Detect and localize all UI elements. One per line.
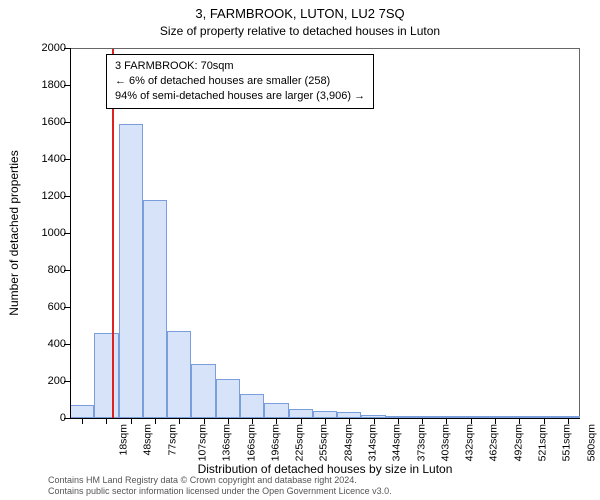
x-tick-label: 580sqm (585, 424, 597, 461)
x-tick (301, 418, 302, 424)
y-tick-label: 1200 (42, 190, 66, 202)
x-tick (252, 418, 253, 424)
x-tick-label: 48sqm (142, 424, 154, 456)
x-tick (471, 418, 472, 424)
histogram-bar (94, 333, 118, 418)
footer-attribution: Contains HM Land Registry data © Crown c… (48, 475, 392, 496)
footer-line-2: Contains public sector information licen… (48, 486, 392, 496)
x-tick-label: 107sqm (196, 424, 208, 461)
histogram-bar (70, 405, 94, 418)
y-tick-label: 1600 (42, 116, 66, 128)
x-tick (349, 418, 350, 424)
x-tick (422, 418, 423, 424)
x-tick-label: 551sqm (561, 424, 573, 461)
x-tick (568, 418, 569, 424)
histogram-bar (240, 394, 264, 418)
x-tick (106, 418, 107, 424)
info-line-2: ← 6% of detached houses are smaller (258… (115, 74, 365, 89)
y-tick-label: 200 (48, 375, 66, 387)
x-tick (544, 418, 545, 424)
x-tick (495, 418, 496, 424)
x-tick (446, 418, 447, 424)
x-tick-label: 255sqm (318, 424, 330, 461)
info-box: 3 FARMBROOK: 70sqm ← 6% of detached hous… (106, 54, 374, 109)
x-tick (131, 418, 132, 424)
histogram-bar (119, 124, 143, 418)
y-tick-label: 1400 (42, 153, 66, 165)
x-tick (155, 418, 156, 424)
y-axis-line (70, 48, 71, 418)
x-tick-label: 18sqm (118, 424, 130, 456)
x-tick-label: 432sqm (464, 424, 476, 461)
chart-subtitle: Size of property relative to detached ho… (0, 24, 600, 38)
x-tick-label: 403sqm (439, 424, 451, 461)
info-line-3: 94% of semi-detached houses are larger (… (115, 89, 365, 104)
x-tick-label: 225sqm (294, 424, 306, 461)
y-tick-label: 2000 (42, 42, 66, 54)
y-tick-label: 800 (48, 264, 66, 276)
x-tick-label: 136sqm (221, 424, 233, 461)
x-tick (374, 418, 375, 424)
page-title: 3, FARMBROOK, LUTON, LU2 7SQ (0, 6, 600, 21)
histogram-bar (313, 411, 337, 418)
x-tick (325, 418, 326, 424)
x-tick (179, 418, 180, 424)
y-tick-label: 1800 (42, 79, 66, 91)
x-tick-label: 77sqm (166, 424, 178, 456)
y-axis-label: Number of detached properties (7, 150, 21, 315)
x-tick-label: 344sqm (391, 424, 403, 461)
x-tick-label: 314sqm (366, 424, 378, 461)
x-tick-label: 284sqm (342, 424, 354, 461)
x-tick (519, 418, 520, 424)
histogram-bar (191, 364, 215, 418)
x-axis-label: Distribution of detached houses by size … (70, 462, 580, 476)
histogram-bar (264, 403, 288, 418)
x-tick (82, 418, 83, 424)
y-tick-label: 400 (48, 338, 66, 350)
y-tick-label: 600 (48, 301, 66, 313)
y-tick-label: 1000 (42, 227, 66, 239)
x-tick-label: 373sqm (415, 424, 427, 461)
histogram-bar (216, 379, 240, 418)
x-tick-label: 462sqm (488, 424, 500, 461)
y-tick-label: 0 (60, 412, 66, 424)
histogram-bar (167, 331, 191, 418)
footer-line-1: Contains HM Land Registry data © Crown c… (48, 475, 392, 485)
x-tick (398, 418, 399, 424)
x-tick (204, 418, 205, 424)
histogram-bar (143, 200, 167, 418)
x-tick-label: 521sqm (536, 424, 548, 461)
histogram-bar (289, 409, 313, 418)
x-tick (276, 418, 277, 424)
info-line-1: 3 FARMBROOK: 70sqm (115, 59, 365, 74)
x-tick (228, 418, 229, 424)
x-tick-label: 166sqm (245, 424, 257, 461)
x-tick-label: 492sqm (512, 424, 524, 461)
x-tick-label: 196sqm (269, 424, 281, 461)
